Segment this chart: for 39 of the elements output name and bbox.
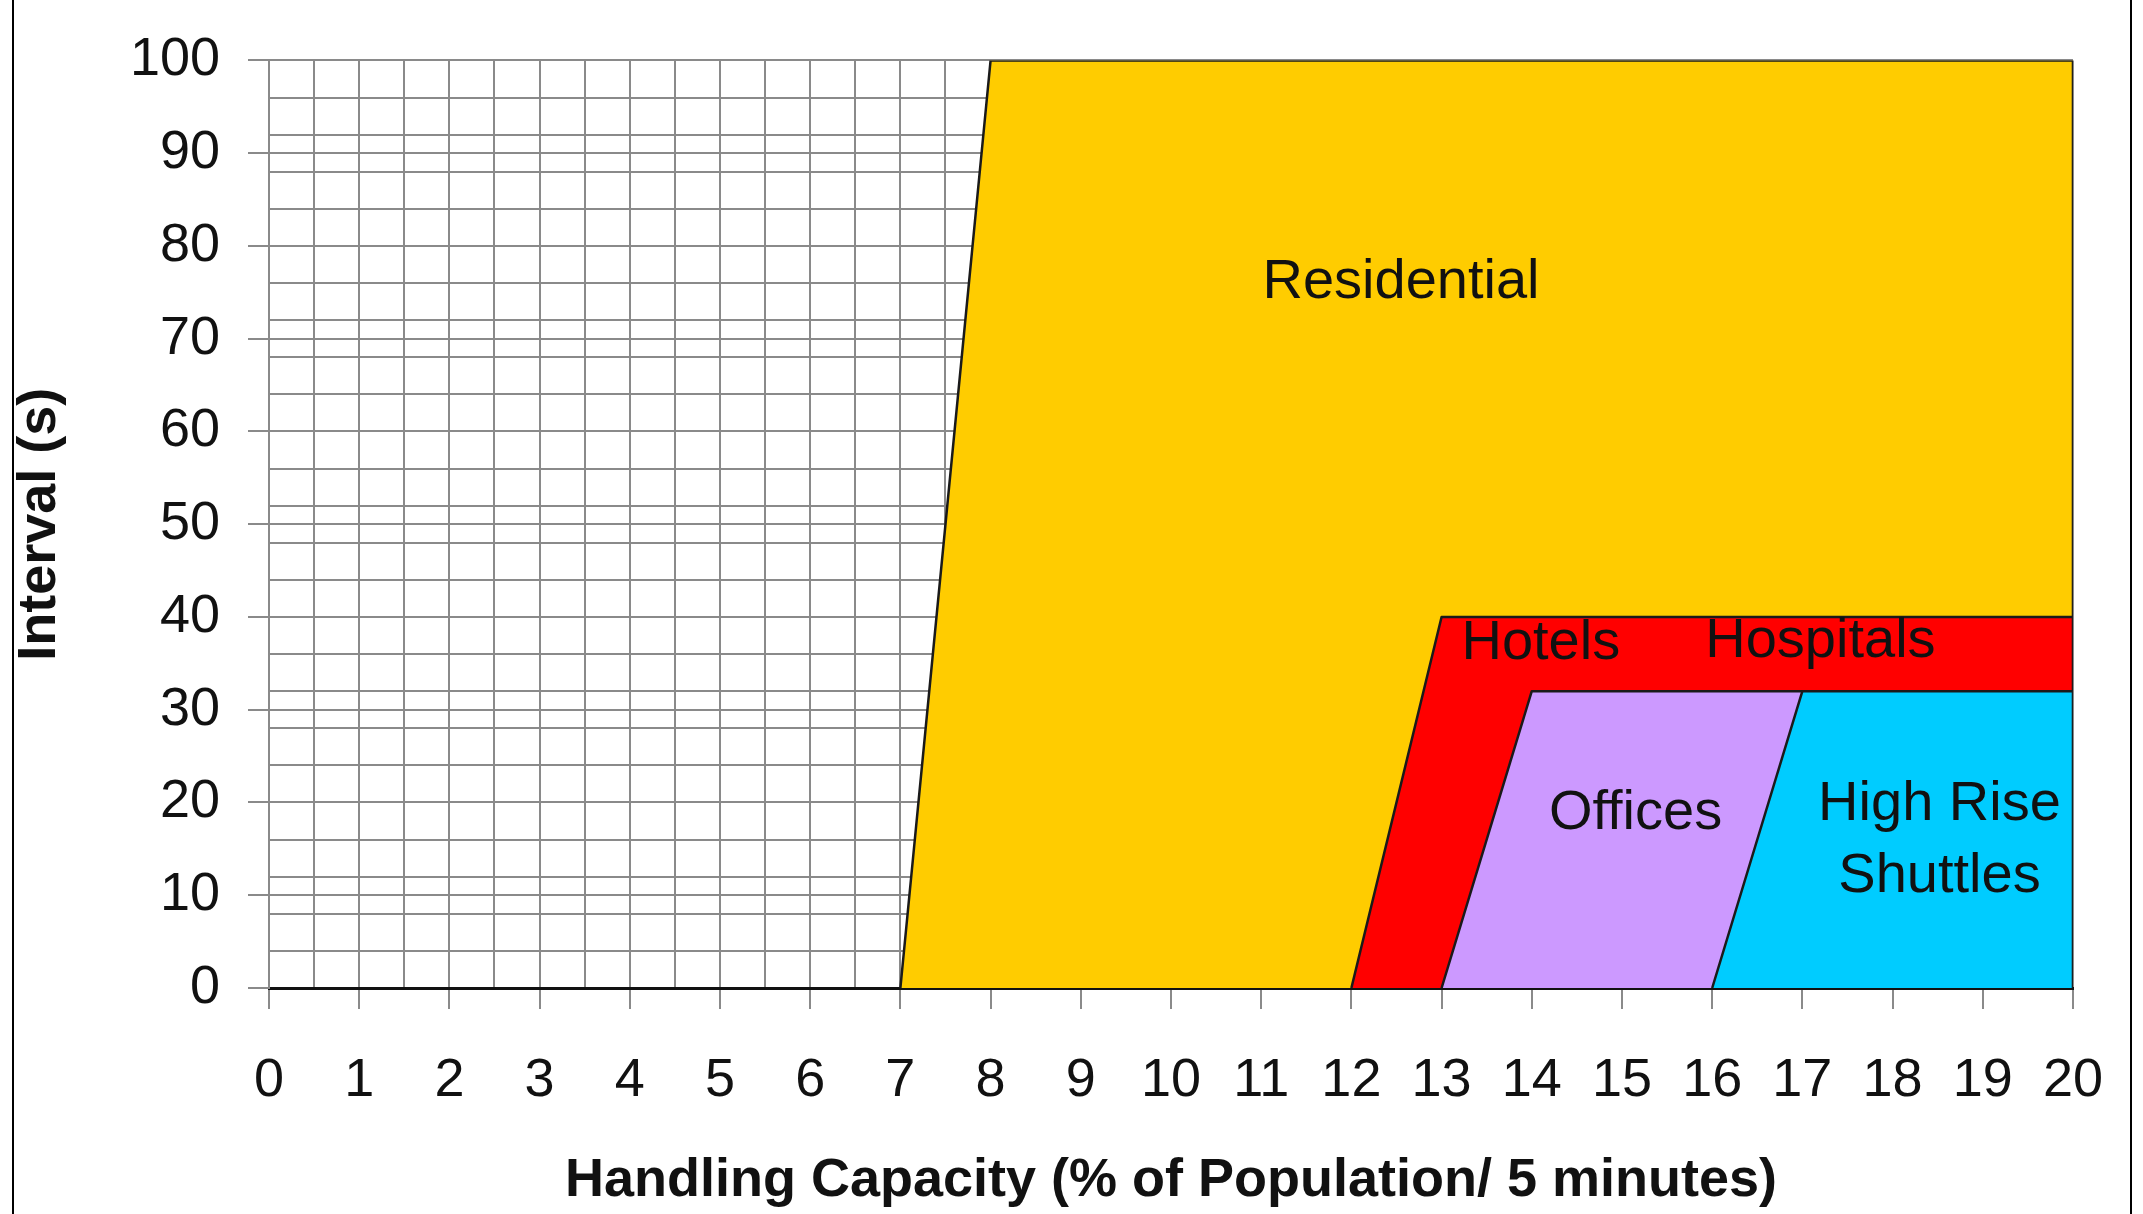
y-axis-title: Interval (s) <box>6 387 67 661</box>
y-tick-label: 50 <box>159 490 220 551</box>
x-tick-label: 13 <box>1411 1047 1472 1108</box>
y-tick-label: 70 <box>159 304 220 365</box>
x-tick-label: 3 <box>524 1047 555 1108</box>
x-tick-label: 18 <box>1862 1047 1923 1108</box>
x-tick-label: 2 <box>434 1047 465 1108</box>
x-tick-label: 1 <box>344 1047 375 1108</box>
x-tick-label: 12 <box>1321 1047 1382 1108</box>
x-tick-label: 14 <box>1501 1047 1562 1108</box>
y-tick-label: 90 <box>159 119 220 180</box>
x-tick-label: 9 <box>1065 1047 1096 1108</box>
annotation: Offices <box>1548 778 1723 842</box>
x-tick-label: 4 <box>614 1047 645 1108</box>
x-tick-label: 8 <box>975 1047 1006 1108</box>
y-tick-label: 80 <box>159 211 220 272</box>
x-tick-label: 0 <box>253 1047 285 1108</box>
y-tick-label: 60 <box>159 397 220 458</box>
annotation: Residential <box>1262 247 1540 311</box>
x-tick-label: 20 <box>2042 1047 2104 1108</box>
y-tick-label: 40 <box>159 582 220 643</box>
x-tick-label: 11 <box>1233 1047 1290 1108</box>
x-tick-label: 10 <box>1140 1047 1202 1108</box>
x-tick-label: 6 <box>795 1047 826 1108</box>
y-tick-label: 0 <box>189 953 220 1014</box>
annotation: Hotels <box>1461 608 1621 672</box>
x-tick-label: 5 <box>704 1047 736 1108</box>
y-tick-label: 20 <box>159 768 220 829</box>
y-tick-label: 30 <box>159 675 220 736</box>
x-tick-label: 15 <box>1591 1047 1653 1108</box>
x-tick-label: 17 <box>1772 1047 1833 1108</box>
x-tick-label: 7 <box>885 1047 916 1108</box>
annotation: High Rise Shuttles <box>1818 768 2061 904</box>
annotation: Hospitals <box>1705 605 1936 669</box>
x-tick-label: 16 <box>1682 1047 1743 1108</box>
y-tick-label: 10 <box>159 861 220 922</box>
x-tick-label: 19 <box>1952 1047 2013 1108</box>
y-tick-label: 100 <box>129 26 220 87</box>
x-axis-title: Handling Capacity (% of Population/ 5 minutes) <box>564 1147 1778 1208</box>
